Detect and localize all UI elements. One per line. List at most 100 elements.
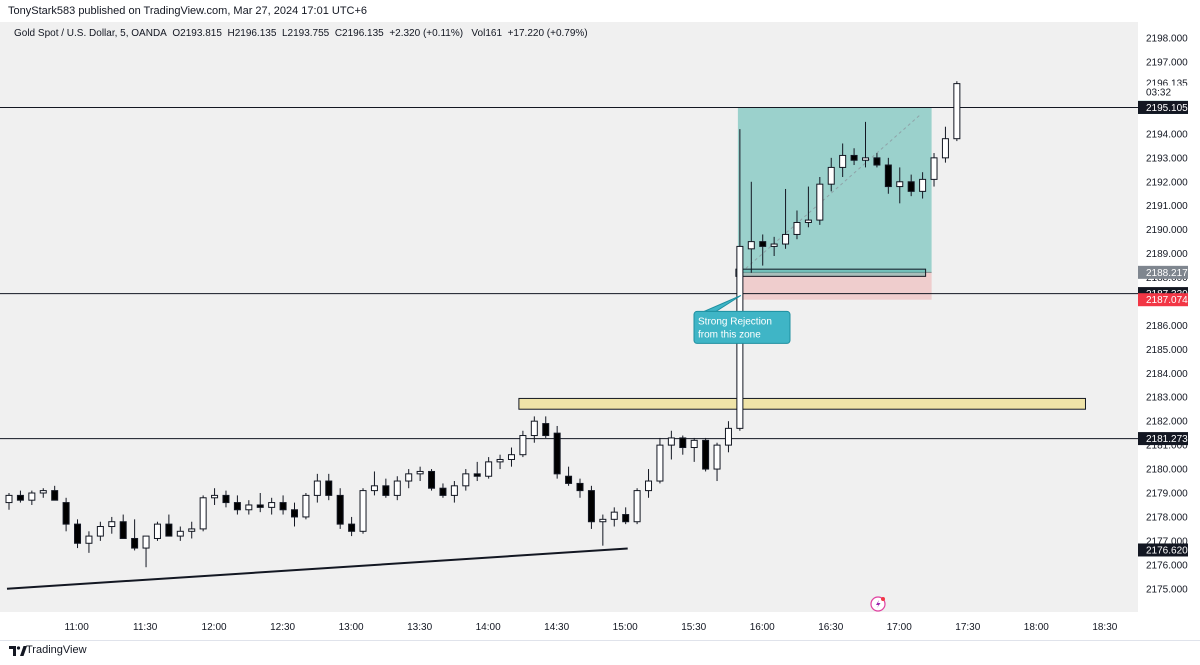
candle-body	[233, 502, 241, 511]
candle-body	[85, 535, 93, 544]
candle-body	[587, 490, 595, 523]
candle-body	[51, 490, 59, 501]
candle-body	[724, 427, 732, 446]
candle-body	[839, 154, 847, 168]
candle-body	[804, 219, 812, 223]
price-label: 2176.620	[1146, 545, 1188, 556]
y-tick-label: 2189.000	[1146, 249, 1188, 260]
price-label: 2196.135	[1146, 78, 1188, 89]
y-tick-label: 2177.000	[1146, 536, 1188, 547]
candle-body	[108, 521, 116, 528]
price-label-bg	[1138, 85, 1188, 99]
y-tick-label: 2197.000	[1146, 58, 1188, 69]
candle-body	[302, 494, 310, 518]
legend-change: +2.320 (+0.11%)	[389, 28, 464, 39]
candle-body	[622, 514, 630, 523]
y-tick-label: 2191.000	[1146, 201, 1188, 212]
zone-rectangle	[518, 397, 1086, 410]
candle-body	[313, 480, 321, 496]
candle-body	[553, 432, 561, 475]
x-tick-label: 13:00	[339, 622, 364, 633]
time-axis[interactable]	[0, 612, 1138, 640]
candle-body	[850, 154, 858, 161]
candle-body	[62, 502, 70, 525]
candle-body	[393, 480, 401, 496]
candle-body	[199, 497, 207, 530]
candle-body	[359, 490, 367, 532]
y-tick-label: 2194.000	[1146, 129, 1188, 140]
x-tick-label: 11:30	[133, 622, 158, 633]
candle-body	[519, 435, 527, 456]
price-label: 2188.217	[1146, 268, 1188, 279]
candle-body	[496, 458, 504, 463]
candle-body	[428, 470, 436, 489]
candle-body	[907, 181, 915, 192]
candle-body	[291, 509, 298, 518]
footer-brand[interactable]: TradingView	[26, 644, 87, 656]
candle-body	[816, 183, 824, 221]
legend-volume-change: +17.220 (+0.79%)	[507, 28, 588, 39]
candle-body	[827, 166, 835, 185]
candle-body	[610, 511, 618, 520]
candle-body	[645, 480, 653, 492]
candle-body	[702, 439, 710, 470]
position-stop-zone	[737, 272, 932, 300]
candle-body	[188, 528, 196, 532]
price-label-bg	[1138, 100, 1188, 114]
x-tick-label: 14:00	[476, 622, 501, 633]
price-label-bg	[1138, 293, 1188, 307]
legend-open: O2193.815	[172, 28, 222, 39]
x-tick-label: 17:30	[955, 622, 980, 633]
candle-body	[656, 444, 664, 482]
y-tick-label: 2180.000	[1146, 465, 1188, 476]
legend-symbol: Gold Spot / U.S. Dollar, 5, OANDA	[14, 28, 167, 39]
candle-body	[941, 138, 949, 159]
candle-body	[416, 470, 424, 475]
candle-body	[222, 494, 230, 504]
legend-volume: Vol161	[471, 28, 503, 39]
candle-body	[256, 504, 264, 508]
candle-body	[279, 502, 287, 511]
x-tick-label: 15:30	[681, 622, 706, 633]
y-tick-label: 2176.000	[1146, 560, 1188, 571]
candle-body	[873, 157, 881, 166]
price-label: 2195.105	[1146, 103, 1188, 114]
candle-body	[211, 494, 219, 499]
x-tick-label: 16:30	[818, 622, 843, 633]
candle-body	[565, 475, 573, 484]
candle-body	[131, 537, 139, 549]
x-tick-label: 18:30	[1092, 622, 1117, 633]
candle-body	[473, 473, 481, 477]
candle-body	[16, 494, 24, 501]
candle-body	[370, 485, 378, 492]
trendline	[6, 547, 628, 590]
candle-body	[74, 523, 82, 544]
candle-body	[953, 83, 961, 140]
footer-bar	[0, 640, 1200, 665]
y-tick-label: 2198.000	[1146, 34, 1188, 45]
candle-body	[462, 473, 470, 487]
candle-body	[439, 487, 447, 496]
notification-dot-icon	[881, 597, 885, 601]
y-tick-label: 2182.000	[1146, 417, 1188, 428]
publish-header: TonyStark583 published on TradingView.co…	[0, 0, 1200, 22]
candle-body	[348, 523, 356, 532]
price-label-bg	[1138, 265, 1188, 279]
candle-body	[153, 523, 161, 539]
candle-body	[919, 178, 927, 192]
y-tick-label: 2183.000	[1146, 393, 1188, 404]
candlestick-chart[interactable]: Strong Rejection from this zone 2175.000 21…	[0, 0, 1200, 640]
y-tick-label: 2179.000	[1146, 489, 1188, 500]
tradingview-logo-icon[interactable]	[8, 644, 28, 658]
y-tick-label: 2184.000	[1146, 369, 1188, 380]
candle-body	[930, 157, 938, 180]
callout-pointer	[703, 295, 742, 312]
candle-body	[485, 461, 493, 477]
y-tick-label: 2190.000	[1146, 225, 1188, 236]
candle-body	[405, 473, 413, 482]
candle-body	[530, 420, 538, 437]
price-axis[interactable]	[1138, 22, 1200, 634]
chart-plot-area[interactable]	[0, 22, 1138, 634]
candle-body	[542, 423, 550, 437]
position-profit-zone	[737, 107, 932, 273]
